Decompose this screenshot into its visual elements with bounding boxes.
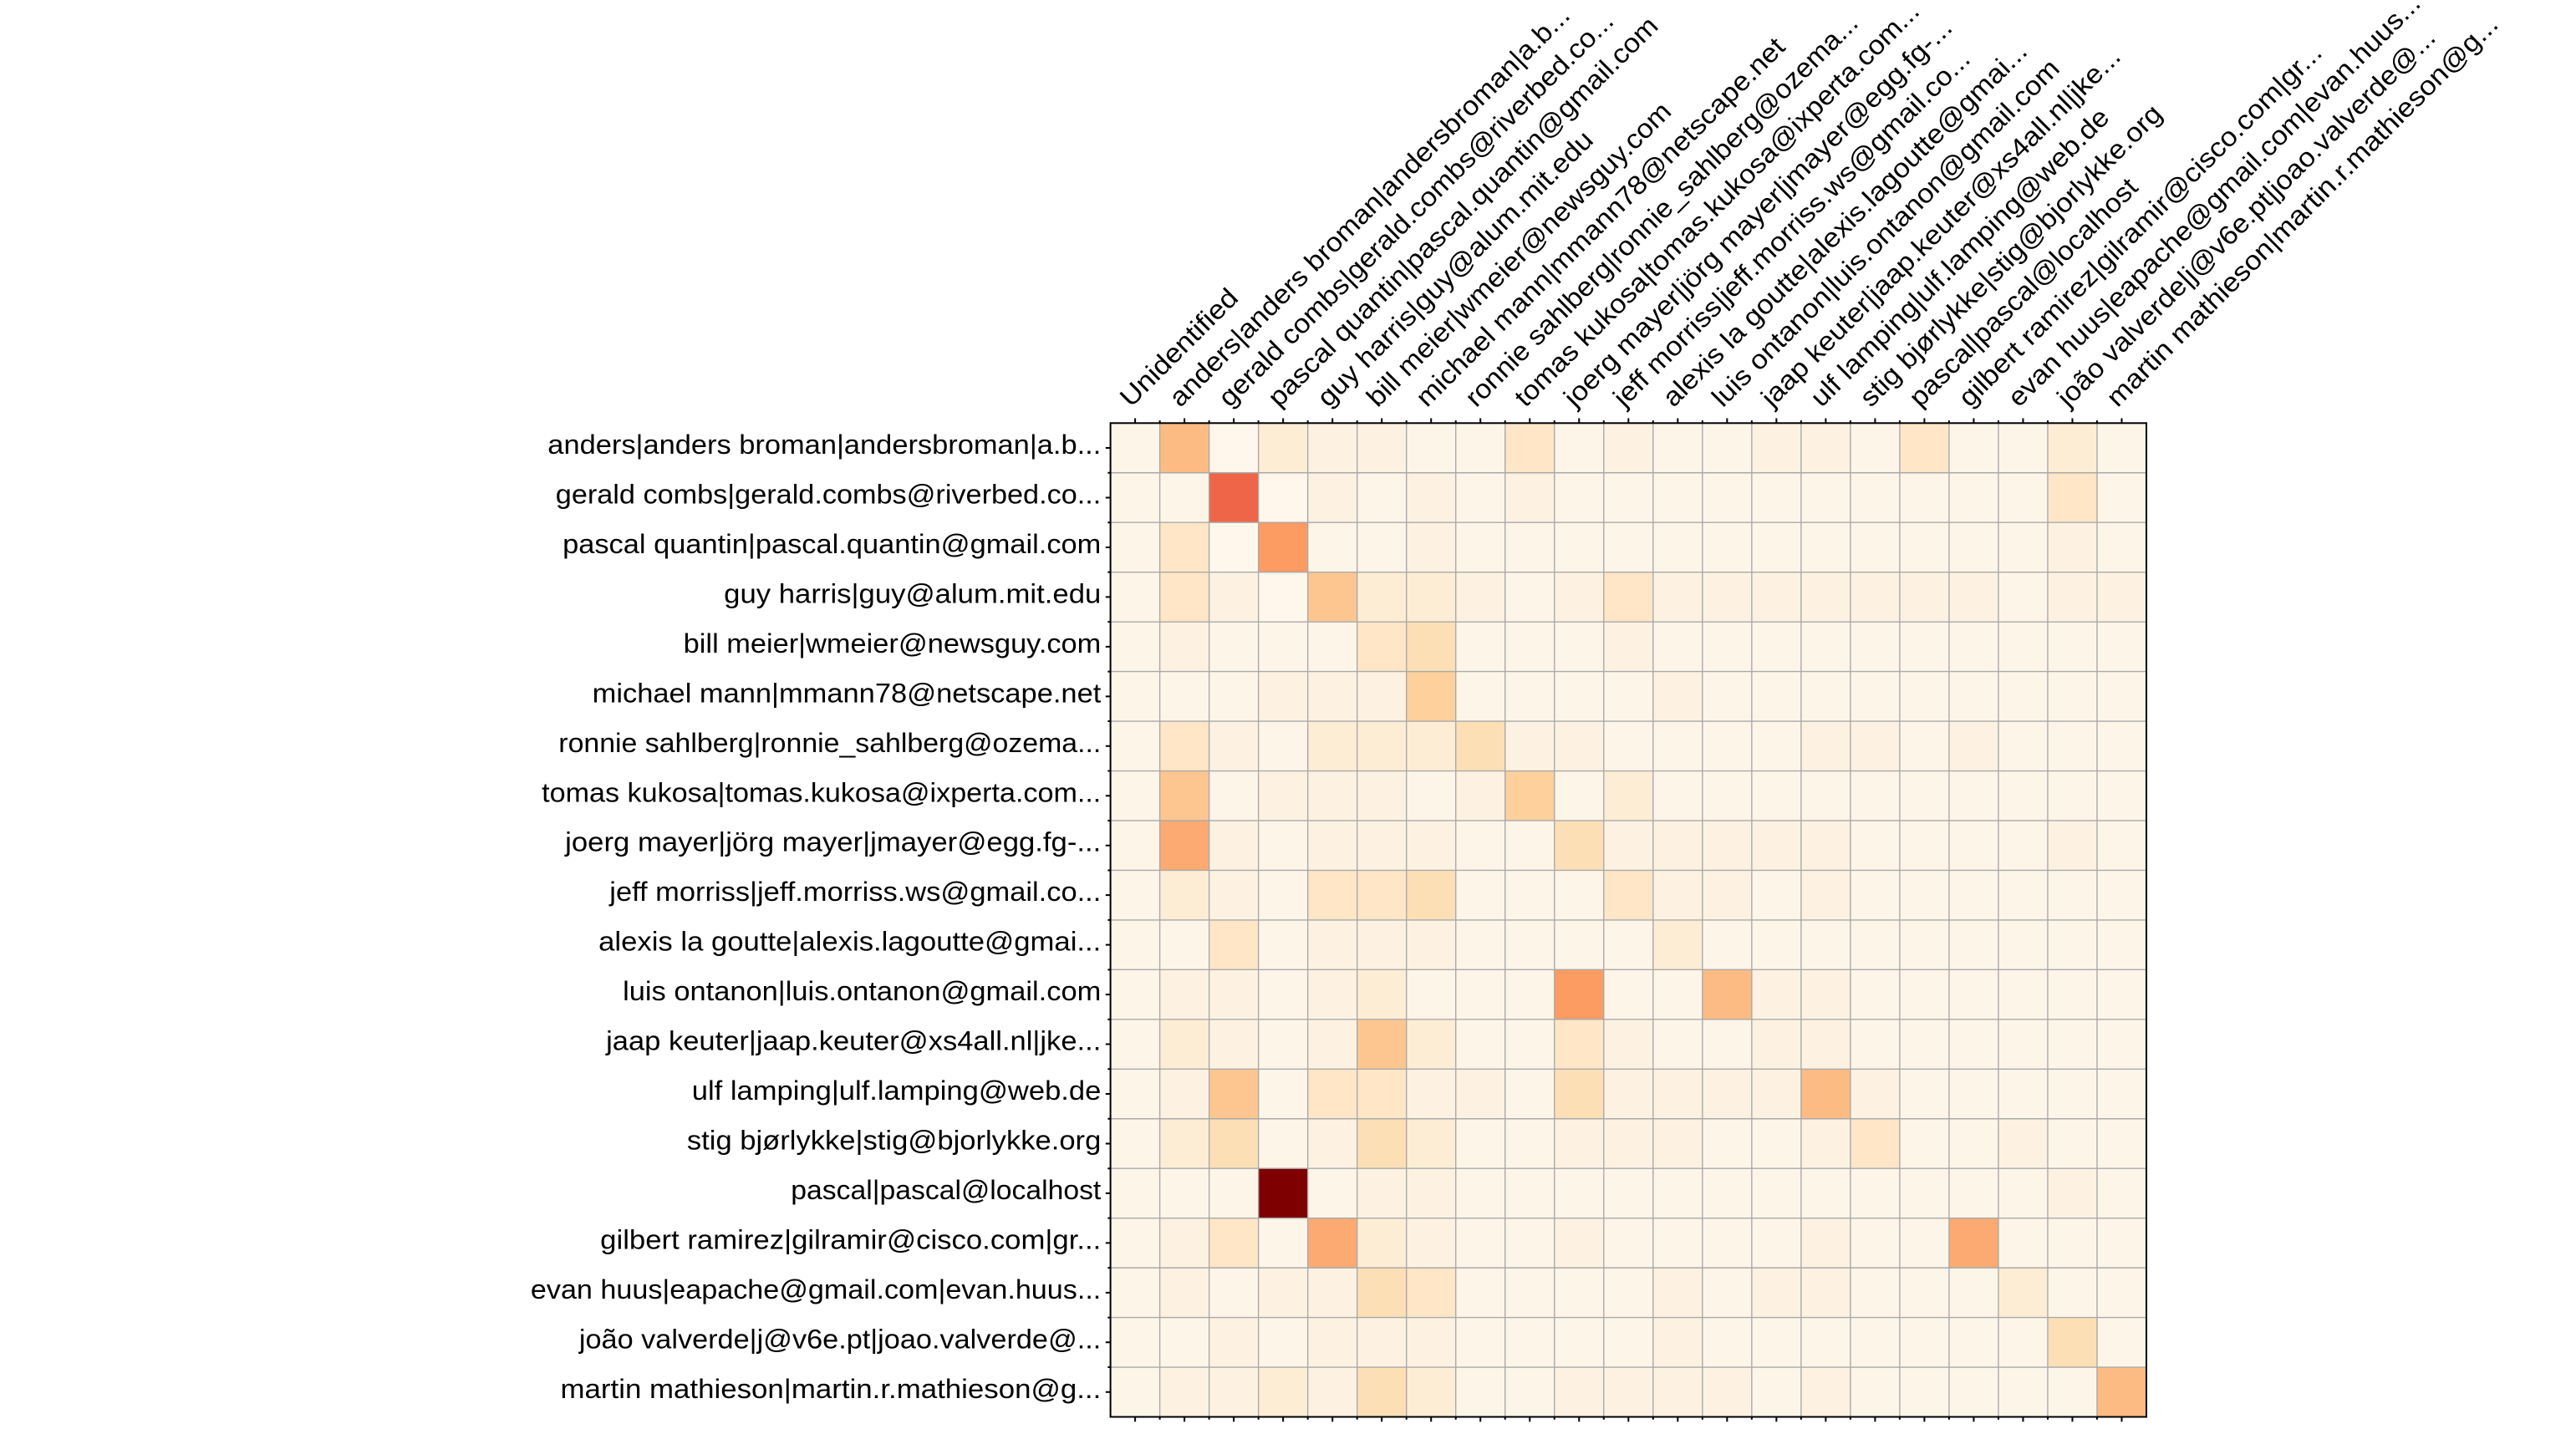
svg-text:jaap keuter|jaap.keuter@xs4all: jaap keuter|jaap.keuter@xs4all.nl|jke... — [605, 1026, 1101, 1056]
svg-text:michael mann|mmann78@netscape.: michael mann|mmann78@netscape.net — [593, 678, 1102, 708]
svg-text:evan huus|eapache@gmail.com|ev: evan huus|eapache@gmail.com|evan.huus... — [531, 1274, 1101, 1304]
svg-text:stig bjørlykke|stig@bjorlykke.: stig bjørlykke|stig@bjorlykke.org — [687, 1125, 1101, 1155]
svg-text:jeff morriss|jeff.morriss.ws@g: jeff morriss|jeff.morriss.ws@gmail.co... — [608, 877, 1101, 907]
svg-text:tomas kukosa|tomas.kukosa@ixpe: tomas kukosa|tomas.kukosa@ixperta.com... — [542, 777, 1101, 807]
svg-text:guy harris|guy@alum.mit.edu: guy harris|guy@alum.mit.edu — [724, 578, 1101, 608]
svg-text:alexis la goutte|alexis.lagout: alexis la goutte|alexis.lagoutte@gmai... — [598, 927, 1101, 957]
svg-text:bill meier|wmeier@newsguy.com: bill meier|wmeier@newsguy.com — [684, 628, 1102, 659]
svg-text:anders|anders broman|andersbro: anders|anders broman|andersbroman|a.b... — [547, 430, 1101, 460]
svg-text:pascal quantin|pascal.quantin@: pascal quantin|pascal.quantin@gmail.com — [563, 529, 1101, 559]
svg-text:joão valverde|j@v6e.pt|joao.va: joão valverde|j@v6e.pt|joao.valverde@... — [578, 1324, 1101, 1354]
svg-text:ulf lamping|ulf.lamping@web.de: ulf lamping|ulf.lamping@web.de — [692, 1076, 1102, 1106]
svg-text:martin mathieson|martin.r.math: martin mathieson|martin.r.mathieson@g... — [561, 1374, 1102, 1404]
svg-text:joerg mayer|jörg mayer|jmayer@: joerg mayer|jörg mayer|jmayer@egg.fg-... — [564, 827, 1101, 857]
svg-text:gerald combs|gerald.combs@rive: gerald combs|gerald.combs@riverbed.co... — [556, 479, 1102, 509]
svg-text:ronnie sahlberg|ronnie_sahlber: ronnie sahlberg|ronnie_sahlberg@ozema... — [558, 728, 1101, 758]
svg-text:pascal|pascal@localhost: pascal|pascal@localhost — [791, 1175, 1101, 1205]
svg-text:luis ontanon|luis.ontanon@gmai: luis ontanon|luis.ontanon@gmail.com — [623, 976, 1101, 1006]
svg-text:gilbert ramirez|gilramir@cisco: gilbert ramirez|gilramir@cisco.com|gr... — [600, 1224, 1101, 1254]
